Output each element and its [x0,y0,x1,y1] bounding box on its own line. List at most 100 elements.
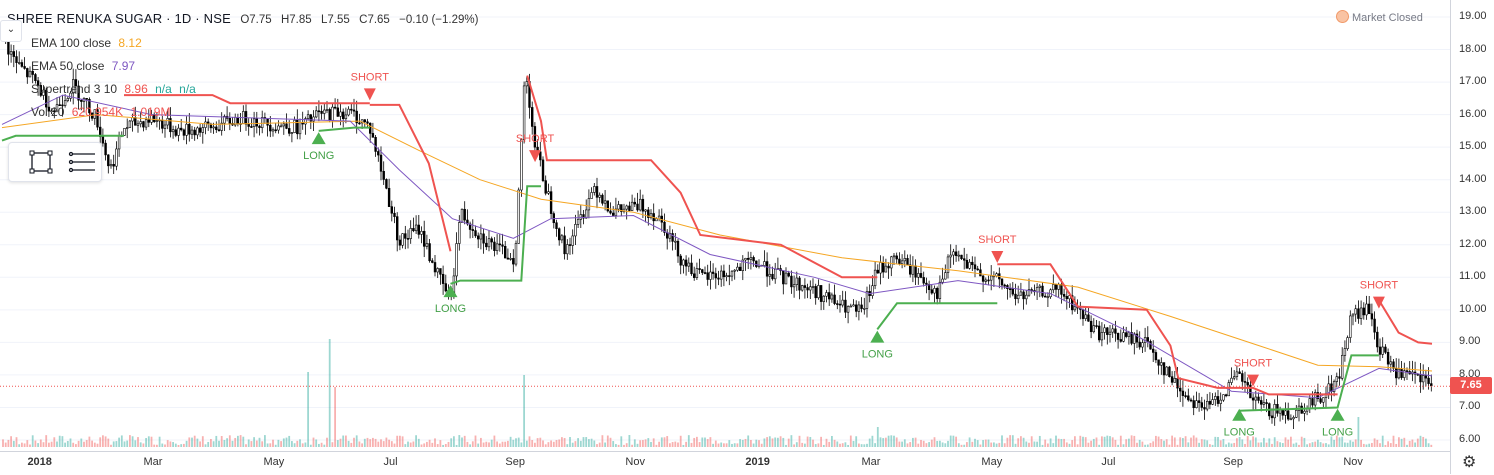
volume-bar [196,438,199,447]
supertrend-value-up2: n/a [179,82,196,96]
candle [949,254,952,258]
candle [768,273,772,277]
supertrend-up-line [450,185,541,285]
volume-bar [677,442,679,447]
volume-bar [426,441,428,447]
candle [204,121,207,128]
candle [1192,400,1195,409]
candle [987,279,990,282]
candle [1257,396,1260,401]
candle [1062,294,1066,297]
candle [1311,398,1314,406]
volume-bar [1001,435,1003,447]
candle [722,270,726,278]
volume-bar [1354,439,1357,447]
volume-bar [1319,442,1322,447]
volume-bar [269,443,272,447]
candle [363,119,366,123]
long-signal-label: LONG [303,150,334,162]
volume-bar [593,440,596,447]
volume-bar [831,435,833,447]
volume-bar [199,441,201,447]
volume-bar [177,444,180,447]
candle [1249,384,1252,399]
price-chart[interactable]: SHORT LONG LONG SHORT LONG SHORT SHORT LONG LONG… [0,0,1450,451]
candle [1397,368,1401,379]
candle [1165,366,1168,376]
volume-bar [1389,443,1392,447]
rectangle-select-icon[interactable] [29,150,53,174]
volume-bar [453,436,455,447]
volume-bar [1403,437,1406,447]
volume-bar [750,439,752,447]
price-tick-label: 11.00 [1459,270,1486,283]
candle [325,109,329,111]
volume-bar [1074,436,1076,447]
volume-bar [369,439,372,447]
candle [1319,398,1322,403]
candle [863,308,866,310]
candle [228,118,231,124]
candle [792,284,796,288]
volume-bar [1344,442,1346,447]
volume-bar [696,436,698,447]
candle [655,218,658,222]
candle [1184,395,1187,397]
volume-row[interactable]: Vol 20 620.954K 1.019M [7,101,478,124]
volume-bar [439,440,442,447]
supertrend-value-up: n/a [155,82,172,96]
volume-bar [542,440,544,447]
candle [1359,307,1363,319]
candle [293,119,296,133]
ema50-row[interactable]: EMA 50 close 7.97 [7,55,478,78]
volume-bar [1422,436,1425,447]
supertrend-row[interactable]: Supertrend 3 10 8.96 n/a n/a [7,78,478,101]
ema100-row[interactable]: EMA 100 close 8.12 [7,32,478,55]
volume-bar [933,437,936,447]
candle [765,261,769,277]
volume-bar [347,440,350,447]
volume-bar [858,443,860,447]
candle [833,294,836,304]
supertrend-up-line [1239,354,1379,412]
volume-bar [447,441,450,447]
volume-bar [912,437,914,447]
volume-bar [876,427,879,447]
candle [1098,325,1101,341]
volume-bar [650,441,652,447]
volume-bar [790,435,793,447]
candle [20,62,24,67]
candle [1254,396,1258,401]
volume-bar [596,444,598,447]
volume-bar [461,437,463,447]
candle [1054,284,1058,290]
candle [277,125,280,131]
time-axis[interactable]: 2018 Mar May Jul Sep Nov 2019 Mar May Jul Sep Nov [0,451,1450,475]
volume-bar [868,438,871,447]
volume-bar [61,436,64,447]
volume-bar [42,442,45,447]
volume-bar [793,444,795,447]
volume-bar [228,435,231,447]
chevron-down-icon[interactable]: ⌄ [0,20,22,42]
candle [1295,409,1298,418]
volume-bar [1298,444,1300,447]
price-axis[interactable]: 19.00 18.00 17.00 16.00 15.00 14.00 13.00 12.00… [1450,0,1494,474]
volume-bar [1263,437,1265,447]
candle [1106,327,1109,335]
volume-bar [685,441,687,447]
candle [1000,278,1004,286]
volume-bar [18,444,21,447]
volume-bar [879,437,882,447]
candle [1197,400,1201,403]
gear-icon[interactable]: ⚙ [1462,454,1477,471]
candle [1125,332,1128,337]
candle [493,241,496,251]
volume-bar [258,437,261,447]
volume-bar [1419,435,1422,447]
lines-menu-icon[interactable] [68,151,96,173]
volume-bar [1406,444,1408,447]
candle [503,245,507,259]
volume-bar [304,442,307,447]
candle [790,275,793,288]
